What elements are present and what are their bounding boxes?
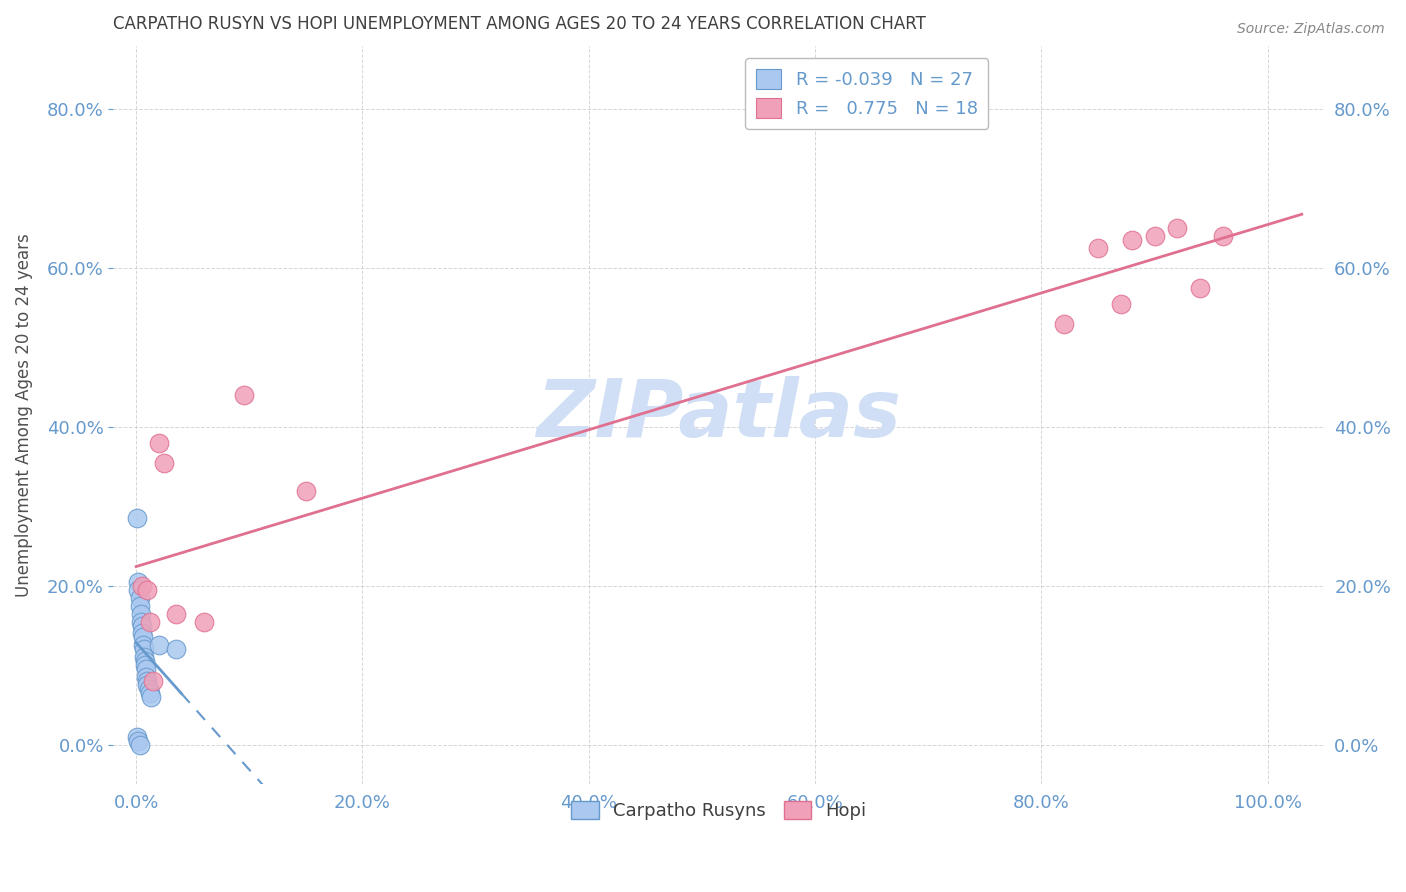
Point [153,456,176,470]
Point [127,574,149,589]
Point [165,607,187,621]
Point [148,639,170,653]
Point [132,650,155,665]
Point [136,678,159,692]
Point [128,738,150,752]
Point [1109,297,1132,311]
Point [136,674,159,689]
Point [232,388,254,402]
Point [127,511,149,525]
Point [131,579,153,593]
Point [128,591,150,605]
Point [129,607,152,621]
Point [1121,233,1143,247]
Point [148,435,170,450]
Point [134,658,156,673]
Point [127,733,149,747]
Legend: Carpatho Rusyns, Hopi: Carpatho Rusyns, Hopi [564,793,873,827]
Point [1087,241,1109,255]
Point [138,615,160,629]
Point [127,582,149,597]
Text: ZIPatlas: ZIPatlas [537,376,901,454]
Point [127,730,149,744]
Point [193,615,215,629]
Point [131,618,153,632]
Text: Source: ZipAtlas.com: Source: ZipAtlas.com [1237,22,1385,37]
Point [1212,229,1234,244]
Text: CARPATHO RUSYN VS HOPI UNEMPLOYMENT AMONG AGES 20 TO 24 YEARS CORRELATION CHART: CARPATHO RUSYN VS HOPI UNEMPLOYMENT AMON… [114,15,927,33]
Point [1166,221,1188,235]
Point [136,582,159,597]
Point [1143,229,1166,244]
Y-axis label: Unemployment Among Ages 20 to 24 years: Unemployment Among Ages 20 to 24 years [15,233,32,597]
Point [131,626,153,640]
Point [132,642,155,657]
Point [1188,281,1211,295]
Point [128,599,150,613]
Point [1053,317,1076,331]
Point [129,615,152,629]
Point [165,642,187,657]
Point [138,682,160,697]
Point [138,686,160,700]
Point [132,631,155,645]
Point [135,670,157,684]
Point [134,654,156,668]
Point [142,674,165,689]
Point [135,662,157,676]
Point [139,690,162,704]
Point [295,483,318,498]
Point [132,639,155,653]
